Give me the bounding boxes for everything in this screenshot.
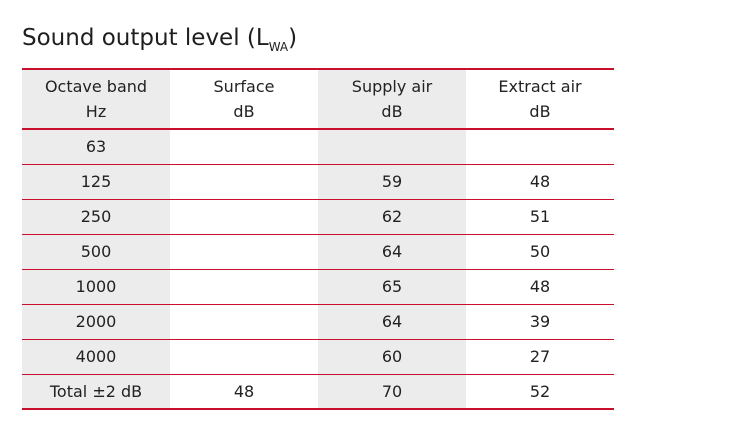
header-octave-band: Octave band Hz bbox=[22, 69, 170, 129]
cell-surface: 48 bbox=[233, 381, 255, 401]
cell-surface bbox=[170, 234, 318, 269]
title-subscript: WA bbox=[268, 40, 289, 54]
cell-extract: 39 bbox=[529, 312, 551, 331]
table-row: 2000 64 39 bbox=[22, 304, 614, 339]
title-text: Sound output level (L bbox=[22, 25, 269, 51]
cell-band: 500 bbox=[22, 234, 170, 269]
cell-band: 4000 bbox=[22, 339, 170, 374]
header-extract-air-line2: dB bbox=[529, 102, 551, 121]
cell-supply bbox=[318, 129, 466, 164]
cell-surface bbox=[170, 199, 318, 234]
table-header-row: Octave band Hz Surface dB Supply air dB … bbox=[22, 69, 614, 129]
cell-extract: 27 bbox=[529, 347, 551, 366]
header-supply-air: Supply air dB bbox=[318, 69, 466, 129]
cell-supply: 64 bbox=[318, 304, 466, 339]
table-row: 125 59 48 bbox=[22, 164, 614, 199]
cell-band: 63 bbox=[22, 129, 170, 164]
cell-surface bbox=[170, 269, 318, 304]
cell-extract: 51 bbox=[529, 207, 551, 226]
cell-surface bbox=[170, 164, 318, 199]
cell-supply: 59 bbox=[318, 164, 466, 199]
cell-extract: 52 bbox=[529, 381, 551, 401]
title-close: ) bbox=[288, 25, 298, 51]
table-row: 250 62 51 bbox=[22, 199, 614, 234]
cell-band: 2000 bbox=[22, 304, 170, 339]
header-octave-band-line2: Hz bbox=[85, 102, 107, 121]
cell-supply: 65 bbox=[318, 269, 466, 304]
cell-band: 1000 bbox=[22, 269, 170, 304]
header-supply-air-line1: Supply air bbox=[351, 77, 433, 96]
table-row: 1000 65 48 bbox=[22, 269, 614, 304]
cell-band: Total ±2 dB bbox=[22, 374, 170, 409]
cell-extract: 50 bbox=[529, 242, 551, 261]
page-title: Sound output level (LWA) bbox=[22, 22, 297, 57]
table-row: 500 64 50 bbox=[22, 234, 614, 269]
cell-supply: 62 bbox=[318, 199, 466, 234]
table-row: 63 bbox=[22, 129, 614, 164]
header-octave-band-line1: Octave band bbox=[44, 77, 148, 96]
header-extract-air-line1: Extract air bbox=[498, 77, 582, 96]
header-supply-air-line2: dB bbox=[381, 102, 403, 121]
header-surface-line1: Surface bbox=[213, 77, 275, 96]
header-surface: Surface dB bbox=[170, 69, 318, 129]
table-row: 4000 60 27 bbox=[22, 339, 614, 374]
header-extract-air: Extract air dB bbox=[466, 69, 614, 129]
cell-surface bbox=[170, 304, 318, 339]
cell-extract: 48 bbox=[529, 172, 551, 191]
table-row-total: Total ±2 dB 48 70 52 bbox=[22, 374, 614, 409]
cell-extract: 48 bbox=[529, 277, 551, 296]
cell-supply: 60 bbox=[318, 339, 466, 374]
cell-surface bbox=[170, 339, 318, 374]
cell-supply: 64 bbox=[318, 234, 466, 269]
cell-supply: 70 bbox=[318, 374, 466, 409]
cell-band: 250 bbox=[22, 199, 170, 234]
cell-band: 125 bbox=[22, 164, 170, 199]
header-surface-line2: dB bbox=[233, 102, 255, 121]
cell-extract bbox=[466, 129, 614, 164]
sound-level-table: Octave band Hz Surface dB Supply air dB … bbox=[22, 68, 614, 410]
cell-surface bbox=[170, 129, 318, 164]
